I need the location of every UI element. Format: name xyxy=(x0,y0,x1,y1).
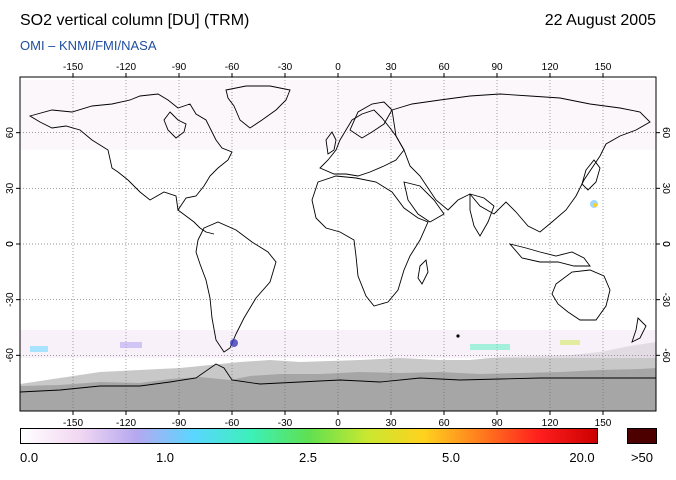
new-zealand-coast xyxy=(631,317,647,343)
lon-label-bottom-3: -60 xyxy=(225,418,240,429)
lat-label-left-4: -60 xyxy=(5,348,16,363)
lon-label-top-6: 30 xyxy=(385,62,397,73)
hudson-bay-coast xyxy=(163,111,187,139)
colorbar xyxy=(20,428,598,444)
lat-label-right-1: 30 xyxy=(660,183,671,195)
colorbar-label-1: 1.0 xyxy=(155,450,175,465)
noise-band-north xyxy=(20,80,656,150)
colorbar-label-5: >50 xyxy=(630,450,654,465)
asia-coast xyxy=(391,93,651,233)
lon-label-top-2: -90 xyxy=(172,62,187,73)
lon-label-top-0: -150 xyxy=(63,62,83,73)
lon-label-bottom-10: 150 xyxy=(595,418,612,429)
lon-label-bottom-7: 60 xyxy=(438,418,450,429)
so2-hotspot-south-america xyxy=(230,339,238,347)
colorbar-label-3: 5.0 xyxy=(441,450,461,465)
antarctica-coast xyxy=(20,363,656,393)
lon-label-bottom-6: 30 xyxy=(385,418,397,429)
lat-label-right-3: -30 xyxy=(660,292,671,307)
lon-label-top-9: 120 xyxy=(542,62,559,73)
lat-label-right-4: -60 xyxy=(660,348,671,363)
lat-label-left-0: 60 xyxy=(5,127,16,139)
lon-label-bottom-2: -90 xyxy=(172,418,187,429)
so2-hotspot-kamchatka-core xyxy=(593,203,597,207)
lat-label-left-1: 30 xyxy=(5,182,16,194)
lat-label-right-equator: 0 xyxy=(660,241,671,247)
colorbar-label-4: 20.0 xyxy=(569,450,595,465)
lon-label-top-10: 150 xyxy=(595,62,612,73)
british-isles-coast xyxy=(325,131,337,155)
lat-label-left-equator: 0 xyxy=(5,241,16,247)
australia-coast xyxy=(551,269,611,321)
graticule xyxy=(20,77,656,411)
so2-noise-east-ocean xyxy=(560,340,580,345)
lat-label-left-2: 0 xyxy=(5,241,16,247)
central-america-coast xyxy=(177,209,215,235)
lon-label-bottom-9: 120 xyxy=(542,418,559,429)
lon-label-top-1: -120 xyxy=(116,62,136,73)
colorbar-over-swatch xyxy=(627,428,657,444)
europe-coast xyxy=(319,109,405,177)
lon-labels-top: -150 -120 -90 -60 -30 0 30 60 90 120 150 xyxy=(63,62,612,73)
coastlines xyxy=(20,85,656,393)
indonesia-coast xyxy=(508,243,591,267)
lon-label-top-3: -60 xyxy=(225,62,240,73)
japan-coast xyxy=(581,159,601,191)
lon-label-bottom-8: 90 xyxy=(491,418,503,429)
lon-label-bottom-4: -30 xyxy=(278,418,293,429)
lon-label-top-5: 0 xyxy=(335,62,341,73)
greenland-coast xyxy=(225,85,291,129)
map-date: 22 August 2005 xyxy=(544,12,656,29)
lon-label-top-4: -30 xyxy=(278,62,293,73)
lon-label-top-8: 90 xyxy=(491,62,503,73)
lat-label-right-2: 0 xyxy=(660,241,671,247)
lon-label-bottom-1: -120 xyxy=(116,418,136,429)
axis-ticks xyxy=(16,73,660,415)
arabia-coast xyxy=(403,181,445,223)
india-coast xyxy=(469,193,495,237)
so2-noise-south-pacific xyxy=(120,342,142,348)
data-source: OMI – KNMI/FMI/NASA xyxy=(20,38,157,53)
map-title: SO2 vertical column [DU] (TRM) xyxy=(20,12,250,29)
lon-label-bottom-0: -150 xyxy=(63,418,83,429)
so2-hotspots xyxy=(30,200,598,352)
lat-label-right-0: 60 xyxy=(660,127,671,139)
madagascar-coast xyxy=(417,259,429,285)
north-america-coast xyxy=(28,93,233,212)
colorbar-label-0: 0.0 xyxy=(20,450,39,465)
lon-label-top-7: 60 xyxy=(438,62,450,73)
colorbar-label-2: 2.5 xyxy=(298,450,318,465)
so2-noise-southern-ocean xyxy=(470,344,510,350)
so2-noise-south-atlantic xyxy=(30,346,48,352)
lon-label-bottom-5: 0 xyxy=(335,418,341,429)
lat-label-left-3: -30 xyxy=(5,292,16,307)
lon-labels-bottom: -150 -120 -90 -60 -30 0 30 60 90 120 150 xyxy=(63,418,612,429)
so2-hotspot-indian-ocean xyxy=(456,334,460,338)
africa-coast xyxy=(311,175,429,307)
